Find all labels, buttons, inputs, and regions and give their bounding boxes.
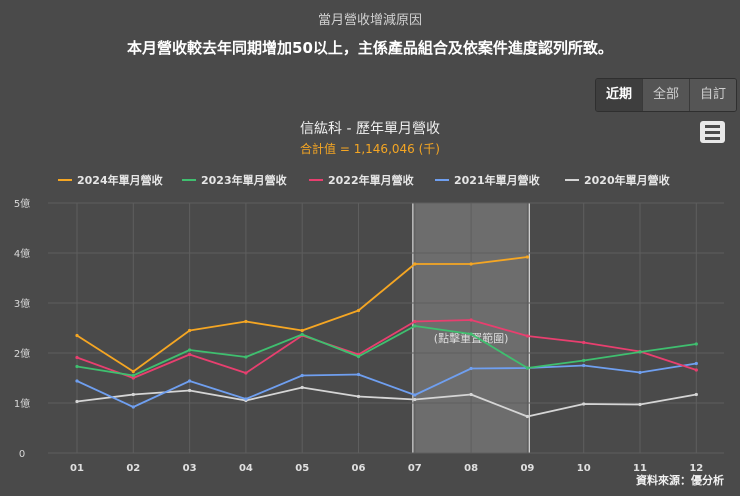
data-point[interactable]: [244, 355, 248, 359]
data-point[interactable]: [525, 366, 530, 370]
data-point[interactable]: [638, 350, 642, 354]
data-point[interactable]: [694, 392, 698, 397]
data-point[interactable]: [75, 355, 79, 360]
x-tick-label: 10: [577, 463, 591, 474]
data-point[interactable]: [75, 379, 79, 383]
data-point[interactable]: [469, 262, 473, 266]
range-selector: 近期 全部 自訂: [595, 78, 737, 112]
data-point[interactable]: [300, 328, 304, 333]
data-point[interactable]: [188, 352, 192, 357]
data-point[interactable]: [356, 394, 361, 399]
x-tick-label: 12: [689, 463, 703, 474]
x-tick-label: 11: [633, 463, 647, 474]
data-point[interactable]: [469, 318, 473, 322]
chart-subtitle-total: 合計值 = 1,146,046 (千): [300, 141, 440, 156]
data-point[interactable]: [131, 373, 135, 378]
data-point[interactable]: [694, 361, 698, 366]
data-point[interactable]: [525, 255, 530, 259]
data-point[interactable]: [300, 385, 304, 390]
data-point[interactable]: [525, 334, 530, 338]
data-point[interactable]: [582, 402, 586, 406]
y-tick-label: 4億: [14, 247, 30, 260]
data-point[interactable]: [356, 308, 361, 313]
data-point[interactable]: [413, 397, 417, 402]
data-point[interactable]: [300, 332, 304, 337]
data-point[interactable]: [188, 388, 192, 393]
series-line[interactable]: [76, 386, 697, 418]
x-tick-label: 04: [239, 463, 253, 474]
x-tick-label: 07: [408, 463, 422, 474]
series-line[interactable]: [76, 362, 697, 408]
range-all-button[interactable]: 全部: [643, 79, 690, 111]
data-point[interactable]: [638, 370, 642, 375]
legend-item-label[interactable]: 2024年單月營收: [77, 173, 163, 187]
data-point[interactable]: [75, 333, 79, 338]
data-point[interactable]: [244, 397, 248, 401]
data-point[interactable]: [694, 342, 698, 346]
data-point[interactable]: [188, 328, 192, 333]
data-point[interactable]: [469, 392, 473, 397]
data-point[interactable]: [582, 363, 586, 368]
data-point[interactable]: [582, 358, 586, 363]
series-line[interactable]: [76, 325, 697, 377]
data-point[interactable]: [413, 319, 417, 324]
x-tick-label: 01: [70, 463, 84, 474]
x-tick-label: 02: [126, 463, 140, 474]
chart-title: 信紘科 - 歷年單月營收: [300, 121, 440, 137]
revenue-reason-headline: 本月營收較去年同期增加50以上，主係產品組合及依案件進度認列所致。: [127, 39, 613, 57]
data-point[interactable]: [131, 376, 135, 380]
y-tick-label: 3億: [14, 297, 30, 310]
y-tick-label: 2億: [14, 347, 30, 360]
data-point[interactable]: [356, 372, 361, 377]
data-point[interactable]: [525, 414, 530, 419]
top-caption: 當月營收增減原因: [317, 13, 422, 28]
data-point[interactable]: [356, 354, 361, 359]
range-custom-button[interactable]: 自訂: [690, 79, 736, 111]
legend-item-label[interactable]: 2023年單月營收: [201, 173, 287, 187]
data-point[interactable]: [469, 332, 473, 336]
data-point[interactable]: [694, 368, 698, 372]
y-tick-label: 1億: [14, 397, 30, 410]
data-point[interactable]: [131, 369, 135, 374]
legend-item-label[interactable]: 2022年單月營收: [328, 173, 414, 187]
reset-range-label[interactable]: (點擊重置範圍): [434, 331, 509, 345]
legend-item-label[interactable]: 2020年單月營收: [584, 173, 670, 187]
x-tick-label: 06: [352, 463, 366, 474]
x-tick-label: 05: [295, 463, 309, 474]
data-point[interactable]: [131, 405, 135, 409]
y-tick-label: 5億: [14, 197, 30, 210]
data-point[interactable]: [244, 371, 248, 375]
data-point[interactable]: [188, 348, 192, 352]
data-point[interactable]: [188, 379, 192, 383]
y-tick-label: 0: [19, 449, 25, 460]
data-point[interactable]: [413, 324, 417, 328]
data-point[interactable]: [300, 373, 304, 378]
data-source-label: 資料來源：優分析: [636, 473, 724, 487]
data-point[interactable]: [469, 366, 473, 371]
data-point[interactable]: [244, 319, 248, 324]
range-recent-button[interactable]: 近期: [596, 79, 643, 111]
data-point[interactable]: [413, 262, 417, 266]
data-point[interactable]: [75, 364, 79, 369]
hamburger-menu-icon[interactable]: [700, 121, 725, 143]
series-line[interactable]: [76, 319, 697, 379]
x-tick-label: 09: [520, 463, 534, 474]
x-tick-label: 03: [183, 463, 197, 474]
legend-item-label[interactable]: 2021年單月營收: [454, 173, 540, 187]
data-point[interactable]: [131, 392, 135, 397]
data-point[interactable]: [638, 402, 642, 407]
data-point[interactable]: [582, 340, 586, 345]
data-point[interactable]: [75, 399, 79, 404]
x-tick-label: 08: [464, 463, 478, 474]
data-point[interactable]: [413, 393, 417, 397]
